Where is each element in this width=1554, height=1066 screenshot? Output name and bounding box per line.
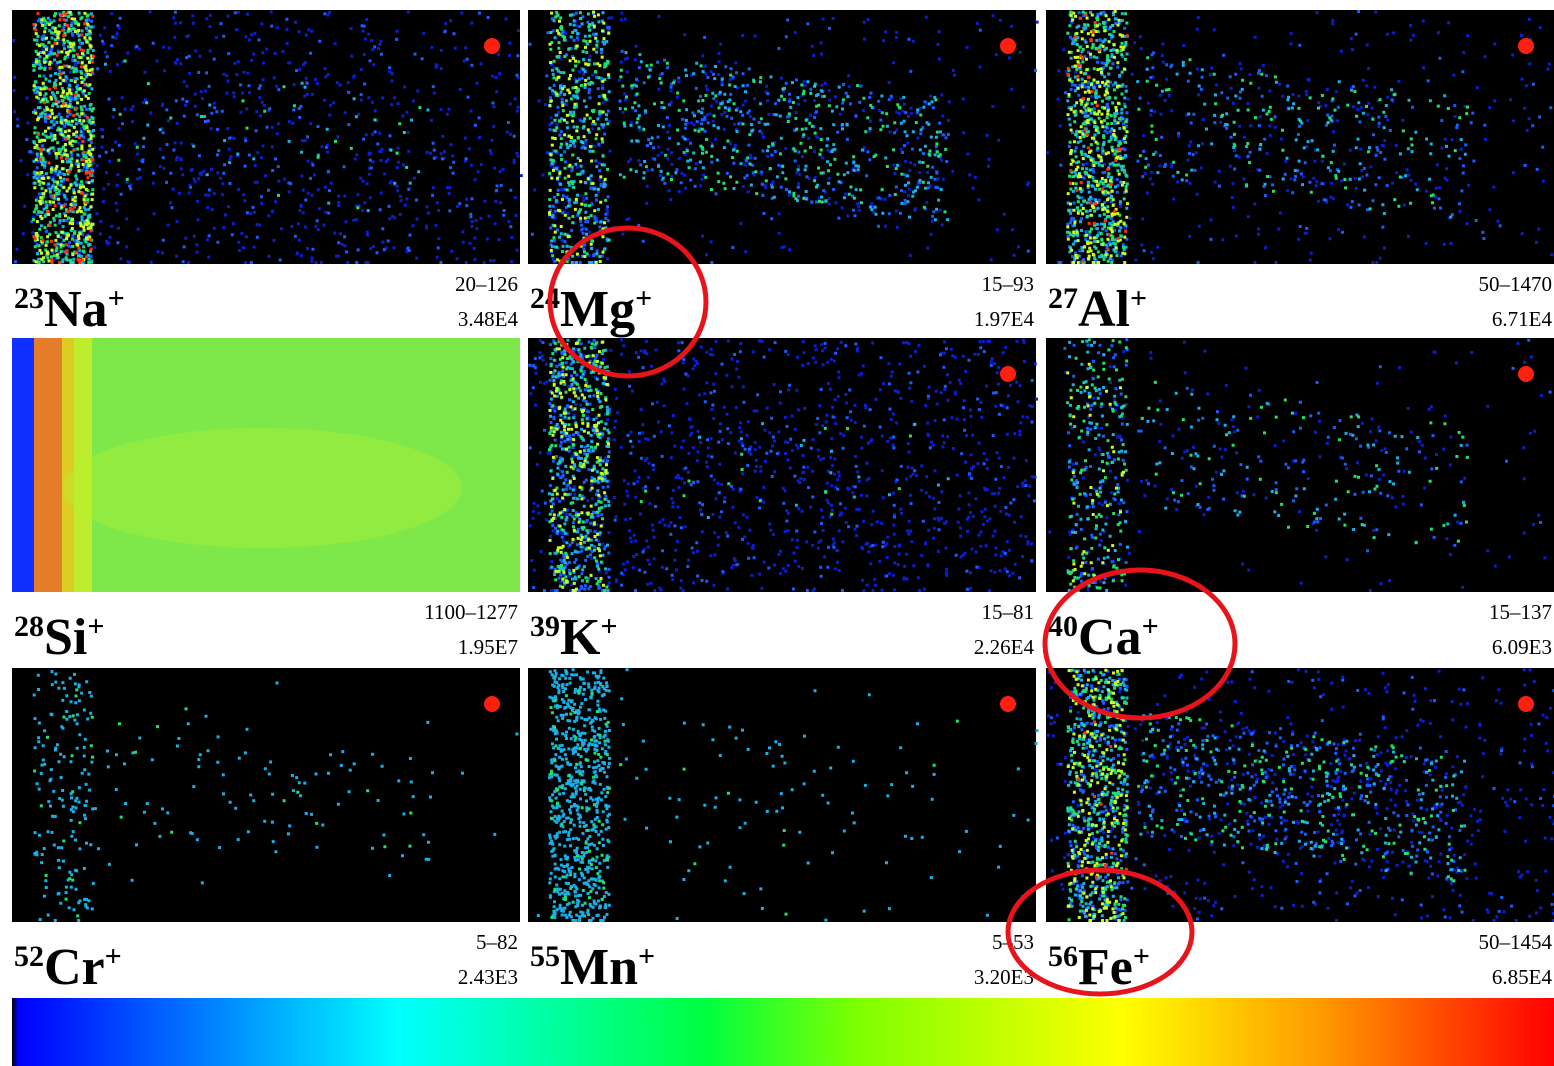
intensity-range: 15–93 [982, 272, 1035, 296]
ion-charge: + [638, 940, 655, 973]
mass-number: 28 [14, 610, 44, 643]
mass-number: 39 [530, 610, 560, 643]
intensity-range: 50–1470 [1479, 272, 1553, 296]
map-hotspot [1000, 366, 1016, 382]
ion-symbol: Al [1078, 281, 1130, 338]
map-image [1046, 338, 1554, 592]
total-counts: 3.48E4 [458, 307, 519, 331]
mass-number: 55 [530, 940, 560, 973]
map-feature [62, 428, 462, 548]
page: Ion maps html, body { margin: 0; padding… [0, 0, 1554, 1066]
map-hotspot [1518, 366, 1534, 382]
total-counts: 1.95E7 [458, 635, 518, 659]
ion-symbol: Si [44, 609, 87, 666]
intensity-range: 15–137 [1489, 600, 1552, 624]
ion-label: 40Ca+ [1048, 609, 1159, 666]
total-counts: 6.71E4 [1492, 307, 1553, 331]
ion-symbol: Ca [1078, 609, 1142, 666]
total-counts: 1.97E4 [974, 307, 1035, 331]
intensity-range: 1100–1277 [424, 600, 518, 624]
ion-label: 23Na+ [14, 281, 125, 338]
mass-number: 24 [530, 282, 560, 315]
total-counts: 2.43E3 [458, 965, 518, 989]
total-counts: 6.09E3 [1492, 635, 1552, 659]
ion-symbol: Fe [1078, 939, 1133, 996]
mass-number: 27 [1048, 282, 1078, 315]
body: {"panels": [ {"mass": "23", "ion": "Na",… [0, 0, 1554, 1066]
ion-charge: + [635, 282, 652, 315]
panels: 23Na+20–1263.48E424Mg+15–931.97E427Al+50… [12, 10, 1554, 996]
ion-symbol: K [560, 609, 601, 666]
intensity-range: 20–126 [455, 272, 518, 296]
ion-label: 27Al+ [1048, 281, 1147, 338]
ion-charge: + [87, 610, 104, 643]
ion-symbol: Cr [44, 939, 105, 996]
map-hotspot [484, 696, 500, 712]
colorbar [12, 998, 1554, 1066]
ion-label: 55Mn+ [530, 939, 655, 996]
mass-number: 23 [14, 282, 44, 315]
mass-number: 52 [14, 940, 44, 973]
map-hotspot [1000, 696, 1016, 712]
ion-charge: + [600, 610, 617, 643]
ion-symbol: Na [44, 281, 108, 338]
ion-label: 52Cr+ [14, 939, 122, 996]
intensity-range: 15–81 [982, 600, 1035, 624]
map-hotspot [1518, 38, 1534, 54]
map-image [12, 668, 520, 922]
total-counts: 2.26E4 [974, 635, 1035, 659]
ion-symbol: Mn [560, 939, 638, 996]
ion-charge: + [1130, 282, 1147, 315]
total-counts: 6.85E4 [1492, 965, 1553, 989]
ion-label: 28Si+ [14, 609, 104, 666]
ion-charge: + [1133, 940, 1150, 973]
ion-label: 39K+ [530, 609, 618, 666]
ion-charge: + [1142, 610, 1159, 643]
figure: 23Na+20–1263.48E424Mg+15–931.97E427Al+50… [0, 0, 1554, 1066]
ion-symbol: Mg [560, 281, 635, 338]
intensity-range: 50–1454 [1479, 930, 1553, 954]
ion-charge: + [105, 940, 122, 973]
mass-number: 56 [1048, 940, 1078, 973]
map-hotspot [1000, 38, 1016, 54]
map-hotspot [484, 38, 500, 54]
map-hotspot [1518, 696, 1534, 712]
ion-charge: + [108, 282, 125, 315]
map-edge [12, 338, 34, 592]
intensity-range: 5–82 [476, 930, 518, 954]
